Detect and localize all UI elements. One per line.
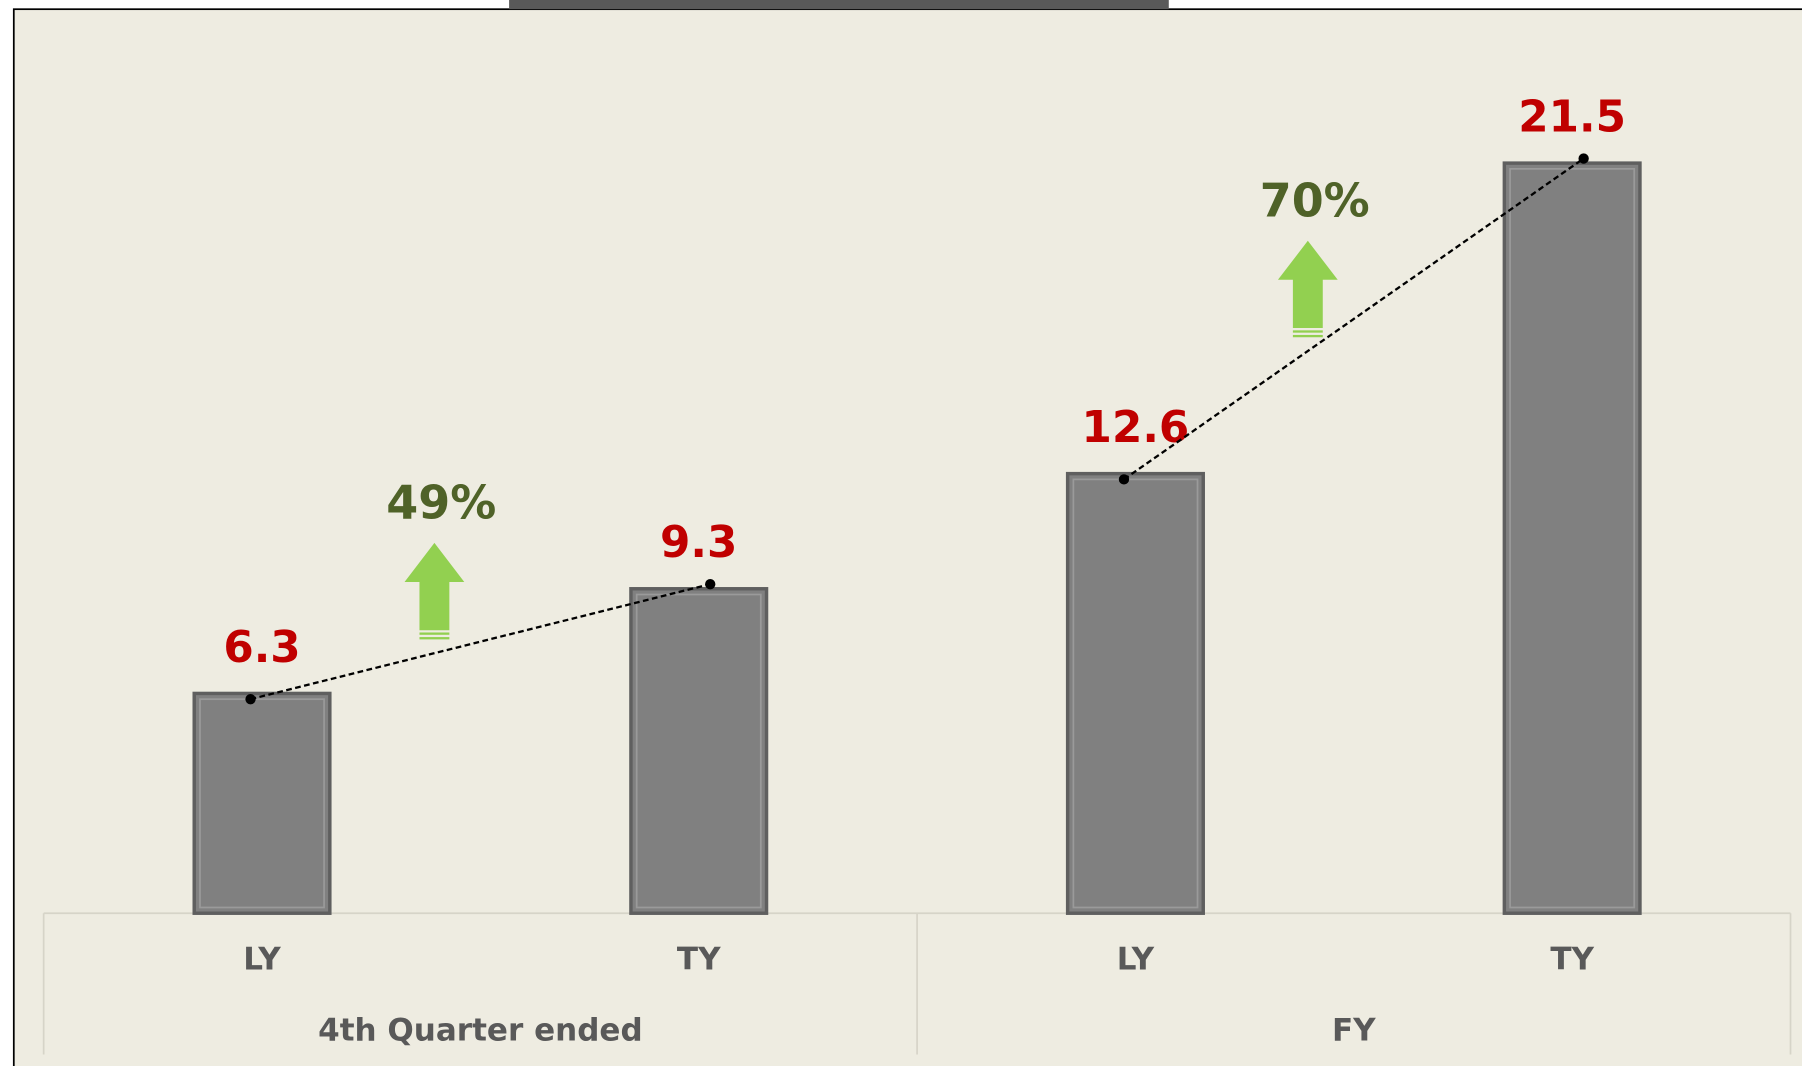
bar	[1502, 161, 1642, 915]
trend-line	[1123, 157, 1585, 481]
bar	[629, 587, 769, 915]
x-tick-label: TY	[1550, 941, 1594, 977]
arrow-stripe	[419, 632, 450, 635]
x-tick-label: LY	[1117, 941, 1155, 977]
bar	[1065, 471, 1205, 915]
arrow-stripe	[1292, 330, 1323, 333]
category-table	[42, 912, 1792, 1055]
annotation: 49%	[386, 476, 496, 530]
value-label: 6.3	[223, 622, 300, 673]
trend-dot	[1118, 474, 1130, 485]
trend-dot	[1578, 153, 1589, 164]
bar-bevel	[1509, 167, 1636, 909]
annotation: 70%	[1260, 174, 1370, 228]
up-arrow	[1277, 240, 1338, 329]
trend-dot	[245, 693, 256, 705]
bar-bevel	[635, 593, 762, 909]
x-tick-label: TY	[677, 941, 721, 977]
value-label: 21.5	[1518, 91, 1626, 142]
bar-bevel	[1072, 478, 1199, 909]
group-label: 4th Quarter ended	[318, 1013, 643, 1049]
trend-dot	[705, 578, 716, 590]
group-label: FY	[1332, 1013, 1376, 1049]
arrow-stripe	[419, 637, 450, 640]
arrow-stripe	[1292, 334, 1323, 338]
bar	[192, 691, 332, 915]
value-label: 12.6	[1082, 402, 1190, 453]
trend-line	[250, 583, 711, 701]
value-label: 9.3	[660, 517, 737, 568]
top-tab	[509, 0, 1169, 10]
bar-bevel	[199, 698, 325, 909]
x-tick-label: LY	[243, 941, 281, 977]
